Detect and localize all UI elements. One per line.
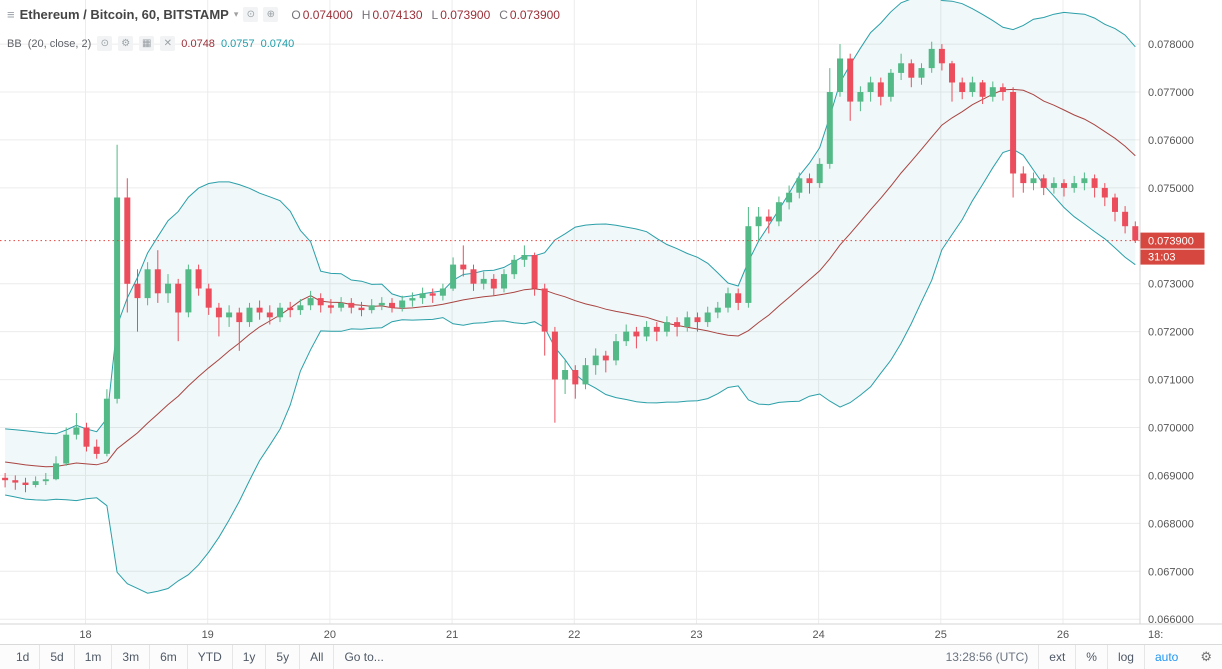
range-ytd[interactable]: YTD bbox=[186, 645, 232, 669]
svg-text:26: 26 bbox=[1057, 629, 1069, 641]
svg-text:0.069000: 0.069000 bbox=[1148, 470, 1194, 482]
indicator-row: BB (20, close, 2) ⊙ ⚙ ▦ ✕ 0.0748 0.0757 … bbox=[7, 36, 294, 51]
close-value: 0.073900 bbox=[509, 7, 560, 22]
indicator-params: (20, close, 2) bbox=[27, 37, 92, 50]
last-price-label bbox=[1140, 232, 1205, 249]
indicator-close-icon[interactable]: ✕ bbox=[160, 36, 176, 51]
svg-text:0.075000: 0.075000 bbox=[1148, 183, 1194, 195]
low-label: L bbox=[431, 7, 439, 22]
ext-toggle[interactable]: ext bbox=[1038, 645, 1075, 669]
bb-basis-value: 0.0748 bbox=[181, 37, 215, 50]
svg-text:0.068000: 0.068000 bbox=[1148, 518, 1194, 530]
symbol-dropdown-caret[interactable]: ▾ bbox=[233, 9, 239, 19]
range-3m[interactable]: 3m bbox=[111, 645, 149, 669]
svg-text:0.072000: 0.072000 bbox=[1148, 327, 1194, 339]
svg-text:0.073900: 0.073900 bbox=[1148, 236, 1194, 248]
svg-text:25: 25 bbox=[935, 629, 947, 641]
percent-toggle[interactable]: % bbox=[1075, 645, 1107, 669]
svg-text:0.067000: 0.067000 bbox=[1148, 566, 1194, 578]
open-value: 0.074000 bbox=[302, 7, 353, 22]
chart-area: 0.078000 0.077000 0.076000 0.075000 0.073000… bbox=[0, 0, 1222, 644]
svg-text:20: 20 bbox=[324, 629, 336, 641]
compare-icon[interactable]: ⊙ bbox=[243, 7, 259, 22]
svg-text:31:03: 31:03 bbox=[1148, 252, 1176, 264]
svg-text:0.077000: 0.077000 bbox=[1148, 87, 1194, 99]
range-buttons: 1d 5d 1m 3m 6m YTD 1y 5y All Go to... bbox=[6, 645, 394, 669]
price-axis[interactable]: 0.078000 0.077000 0.076000 0.075000 0.073000… bbox=[1139, 0, 1205, 626]
svg-text:0.078000: 0.078000 bbox=[1148, 39, 1194, 51]
chart-header: ≡ Ethereum / Bitcoin, 60, BITSTAMP ▾ ⊙ ⊕… bbox=[7, 7, 560, 22]
svg-text:24: 24 bbox=[812, 629, 824, 641]
indicator-name[interactable]: BB bbox=[7, 37, 22, 50]
countdown-label bbox=[1140, 249, 1205, 265]
svg-text:23: 23 bbox=[690, 629, 702, 641]
bollinger-band bbox=[5, 0, 1136, 594]
goto-button[interactable]: Go to... bbox=[333, 645, 393, 669]
range-5d[interactable]: 5d bbox=[39, 645, 73, 669]
range-1m[interactable]: 1m bbox=[73, 645, 112, 669]
range-1d[interactable]: 1d bbox=[16, 650, 30, 664]
close-label: C bbox=[499, 7, 508, 22]
bb-upper-value: 0.0757 bbox=[220, 37, 255, 50]
indicator-style-icon[interactable]: ▦ bbox=[139, 36, 155, 51]
svg-text:0.073000: 0.073000 bbox=[1148, 279, 1194, 291]
svg-text:19: 19 bbox=[202, 629, 214, 641]
svg-text:0.070000: 0.070000 bbox=[1148, 423, 1194, 435]
symbol-title[interactable]: Ethereum / Bitcoin, 60, BITSTAMP bbox=[19, 7, 229, 22]
svg-text:18:: 18: bbox=[1148, 629, 1163, 641]
svg-text:22: 22 bbox=[568, 629, 580, 641]
svg-text:0.071000: 0.071000 bbox=[1148, 375, 1194, 387]
indicator-settings-icon[interactable]: ⚙ bbox=[118, 36, 134, 51]
range-all[interactable]: All bbox=[299, 645, 333, 669]
svg-text:18: 18 bbox=[79, 629, 91, 641]
bottom-toolbar: 1d 5d 1m 3m 6m YTD 1y 5y All Go to... 13… bbox=[0, 644, 1222, 669]
bb-lower-value: 0.0740 bbox=[260, 37, 295, 50]
grid-lines bbox=[0, 0, 1140, 624]
candlestick-chart[interactable]: 0.078000 0.077000 0.076000 0.075000 0.073000… bbox=[0, 0, 1222, 644]
svg-text:0.066000: 0.066000 bbox=[1148, 614, 1194, 626]
open-label: O bbox=[291, 7, 301, 22]
low-value: 0.073900 bbox=[440, 7, 491, 22]
high-value: 0.074130 bbox=[372, 7, 423, 22]
log-toggle[interactable]: log bbox=[1106, 645, 1144, 669]
range-1y[interactable]: 1y bbox=[231, 645, 266, 669]
ohlc-readout: O 0.074000 H 0.074130 L 0.073900 C 0.073900 bbox=[291, 8, 560, 22]
range-5y[interactable]: 5y bbox=[265, 645, 299, 669]
clock-label: 13:28:56 (UTC) bbox=[945, 650, 1029, 664]
add-indicator-icon[interactable]: ⊕ bbox=[263, 7, 279, 22]
svg-text:21: 21 bbox=[446, 629, 458, 641]
time-axis[interactable]: 18 19 20 21 22 23 24 25 26 18: bbox=[0, 623, 1222, 641]
candles bbox=[2, 41, 1139, 493]
chart-menu-icon[interactable]: ≡ bbox=[7, 7, 15, 22]
svg-text:0.076000: 0.076000 bbox=[1148, 135, 1194, 147]
high-label: H bbox=[361, 7, 371, 22]
settings-gear-icon[interactable]: ⚙ bbox=[1200, 649, 1212, 664]
indicator-eye-icon[interactable]: ⊙ bbox=[97, 36, 113, 51]
auto-toggle[interactable]: auto bbox=[1143, 645, 1188, 669]
range-6m[interactable]: 6m bbox=[149, 645, 187, 669]
toolbar-right: 13:28:56 (UTC) ext % log auto ⚙ bbox=[936, 645, 1216, 669]
